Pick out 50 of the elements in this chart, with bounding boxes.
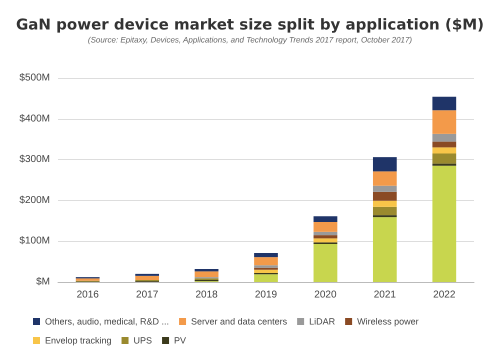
legend-label: UPS (134, 336, 152, 346)
x-tick-label: 2019 (254, 290, 278, 300)
bar (314, 238, 338, 242)
bar (372, 217, 397, 282)
x-tick-label: 2018 (195, 290, 218, 300)
bar (314, 222, 338, 232)
bar (314, 216, 338, 222)
legend-label: Wireless power (357, 316, 419, 326)
bar (194, 268, 218, 272)
x-tick-label: 2017 (136, 290, 159, 300)
bar (432, 110, 456, 134)
y-tick-label: $300M (19, 154, 50, 166)
y-tick-label: $500M (19, 72, 50, 84)
bar (314, 244, 338, 282)
bar (254, 270, 278, 274)
bar (254, 253, 278, 258)
legend-label: Server and data centers (191, 316, 288, 326)
y-tick-label: $400M (19, 113, 50, 124)
bar (314, 235, 338, 238)
bar (135, 276, 160, 280)
x-tick-label: 2020 (314, 290, 337, 300)
bar (432, 166, 456, 282)
bar (432, 96, 456, 110)
bar (432, 134, 456, 142)
y-tick-label: $200M (19, 194, 50, 206)
bar (314, 232, 338, 236)
y-tick-label: $100M (19, 236, 50, 247)
chart-subtitle: (Source: Epitaxy, Devices, Applications, and Technology Trends 2017 report, October 2017) (88, 36, 412, 44)
bar (432, 142, 456, 148)
bar (372, 186, 397, 192)
legend-label: PV (174, 336, 186, 346)
x-tick-label: 2021 (374, 290, 396, 300)
bar (432, 147, 456, 154)
bar (372, 157, 397, 172)
bar (372, 192, 397, 201)
chart-title: GaN power device market size split by application ($M) (16, 16, 484, 34)
legend-label: Others, audio, medical, R&D ... (45, 316, 170, 326)
bar (76, 278, 100, 281)
bar (372, 200, 397, 207)
legend-label: Envelop tracking (45, 336, 112, 346)
bar (372, 206, 397, 216)
bar (194, 271, 218, 278)
bar (372, 171, 397, 186)
legend-label: LiDAR (309, 316, 336, 326)
bar (432, 153, 456, 164)
x-tick-label: 2016 (76, 290, 100, 300)
y-tick-label: $M (36, 276, 50, 288)
bar (254, 274, 278, 282)
bar (254, 257, 278, 266)
x-tick-label: 2022 (433, 290, 456, 300)
